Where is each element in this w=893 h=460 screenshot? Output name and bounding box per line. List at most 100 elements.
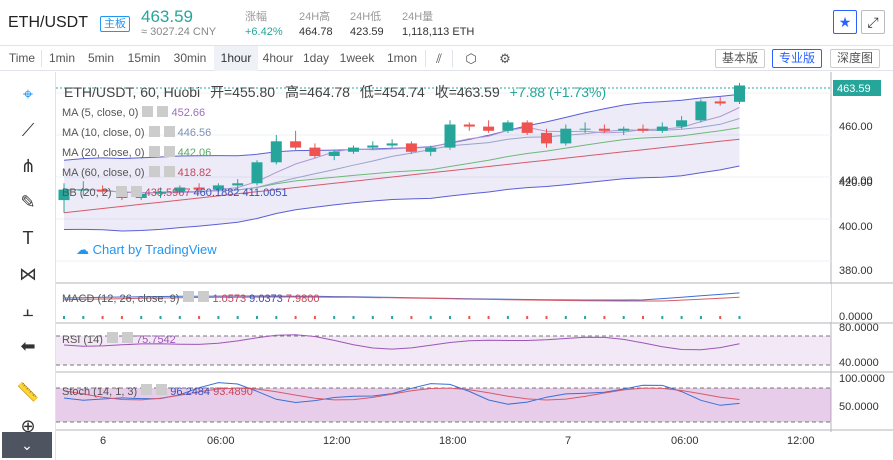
ma10-legend[interactable]: MA (10, close, 0) 446.56 [62,126,211,139]
text-icon[interactable]: T [22,228,34,248]
star-icon[interactable]: ★ [833,10,857,34]
stoch-axis-100: 100.0000 [839,373,885,385]
crosshair-icon[interactable]: ⌖ [22,84,34,104]
macd-signal-line [63,296,740,302]
stoch-label: Stoch (14, 1, 3) [62,386,138,398]
bb-label: BB (20, 2) [62,187,112,199]
candle [656,122,668,133]
candle-type-icon[interactable]: ⫽ [436,51,442,66]
interval-1min[interactable]: 1min [48,51,75,65]
rsi-legend[interactable]: RSI (14) 75.7542 [62,332,176,346]
legend-change: +7.88 (+1.73%) [509,84,607,100]
bb-legend[interactable]: BB (20, 2) 435.5967 460.1882 411.0051 [62,186,288,199]
interval-1mon[interactable]: 1mon [386,51,418,65]
ma60-label: MA (60, close, 0) [62,167,145,179]
candle [483,120,495,133]
macd-histogram-bar [391,316,394,319]
ma20-label: MA (20, close, 0) [62,147,145,159]
change-stat: 涨幅 +6.42% [245,10,283,40]
macd-histogram-bar [699,316,702,319]
interval-30min[interactable]: 30min [173,51,207,65]
candle [676,116,688,129]
pair-title[interactable]: ETH/USDT [8,14,88,31]
stoch-v2: 93.4890 [213,386,253,398]
candle [425,145,437,156]
time-axis-0600b: 06:00 [671,435,699,447]
macd-histogram-bar [487,316,490,319]
version-basic[interactable]: 基本版 [715,49,766,68]
candle [367,141,379,150]
high-stat: 24H高 464.78 [299,10,333,40]
version-pro[interactable]: 专业版 [772,49,823,68]
candle [405,141,417,154]
macd-histogram-bar [526,316,529,319]
collapse-chevron-icon[interactable]: ⌄ [2,432,52,458]
trend-line-icon[interactable]: ⟋ [21,120,35,140]
stoch-d-line [63,387,740,401]
macd-histogram-bar [719,316,722,319]
macd-histogram-bar [468,316,471,319]
candle [386,139,398,148]
ma5-legend[interactable]: MA (5, close, 0) 452.66 [62,106,205,119]
rsi-axis-40: 40.0000 [839,357,879,369]
legend-title[interactable]: ETH/USDT, 60, Huobi [64,84,201,100]
pitchfork-icon[interactable]: ⋔ [20,156,36,176]
interval-5min[interactable]: 5min [87,51,114,65]
price-axis-460: 460.00 [839,121,873,133]
ma20-legend[interactable]: MA (20, close, 0) 442.06 [62,146,211,159]
zoom-in-icon[interactable]: ⊕ [20,416,36,436]
interval-15min[interactable]: 15min [127,51,161,65]
low-value: 423.59 [350,26,384,38]
time-axis-1200: 12:00 [323,435,351,447]
volume-value: 1,118,113 ETH [402,26,475,38]
ruler-icon[interactable]: 📏 [16,382,40,402]
bollinger-band-fill [64,94,740,232]
candle [309,143,321,159]
bb-v1: 435.5967 [144,187,191,199]
macd-v2: 9.0373 [249,293,283,305]
pattern-icon[interactable]: ⋈ [19,264,37,284]
ma60-legend[interactable]: MA (60, close, 0) 418.82 [62,166,211,179]
macd-histogram-bar [140,316,143,319]
version-depth[interactable]: 深度图 [830,49,881,68]
macd-histogram-bar [661,316,664,319]
macd-histogram-bar [352,316,355,319]
interval-1day[interactable]: 1day [302,51,330,65]
candle [232,179,244,190]
indicators-icon[interactable]: ⬡ [465,51,477,66]
stoch-v1: 96.2484 [170,386,211,398]
market-header: ETH/USDT 主板 463.59 ≈ 3027.24 CNY 涨幅 +6.4… [0,0,893,46]
interval-4hour[interactable]: 4hour [262,51,294,65]
macd-histogram-bar [333,316,336,319]
time-axis-1200b: 12:00 [787,435,815,447]
price-chart[interactable]: 460.00 440.00 420.00 400.00 380.00 0.000… [56,72,893,460]
rsi-axis-80: 80.0000 [839,322,879,334]
candle [618,126,630,135]
expand-icon[interactable]: ⤢ [861,10,885,34]
macd-v1: 1.0573 [212,293,247,305]
time-label[interactable]: Time [8,51,36,65]
current-price-tag-bg [833,80,881,96]
macd-histogram-bar [294,316,297,319]
prediction-icon[interactable]: ⫠ [22,300,34,320]
macd-legend[interactable]: MACD (12, 26, close, 9) 1.0573 9.0373 7.… [62,291,320,305]
macd-histogram-bar [680,316,683,319]
settings-icon[interactable]: ⚙ [499,51,511,66]
stoch-legend[interactable]: Stoch (14, 1, 3) 96.2484 93.4890 [62,384,253,398]
macd-histogram-bar [313,316,316,319]
ma10-label: MA (10, close, 0) [62,127,145,139]
macd-histogram-bar [275,316,278,319]
interval-toolbar: Time 1min 5min 15min 30min 1hour 4hour 1… [0,46,893,71]
candle [463,122,475,131]
macd-histogram-bar [738,316,741,319]
volume-label: 24H量 [402,11,434,23]
price-axis-420: 420.00 [839,177,873,189]
volume-stat: 24H量 1,118,113 ETH [402,10,474,40]
interval-1week[interactable]: 1week [339,51,375,65]
brush-icon[interactable]: ✎ [20,192,36,212]
legend-low: 低=454.74 [359,84,425,100]
interval-1hour[interactable]: 1hour [214,46,258,71]
back-arrow-icon[interactable]: ⬅ [20,336,36,356]
macd-histogram-bar [217,316,220,319]
candle [560,124,572,146]
